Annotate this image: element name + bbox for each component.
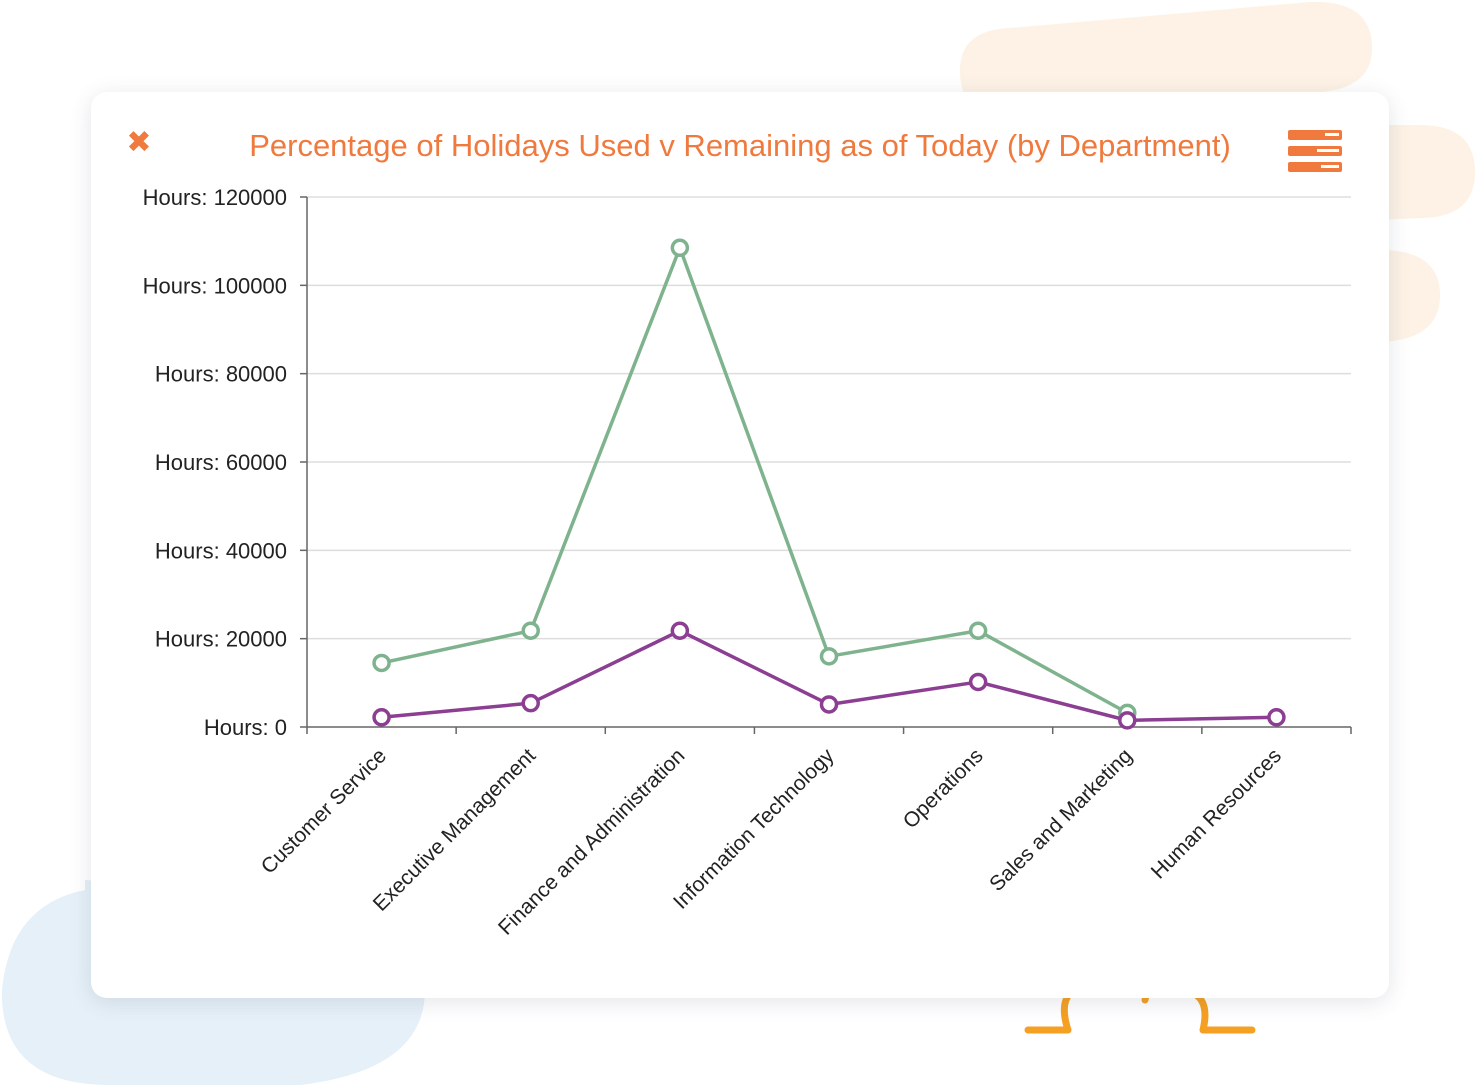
gridlines — [307, 196, 1351, 640]
y-tick-label: Hours: 100000 — [143, 273, 287, 298]
data-point[interactable] — [968, 672, 988, 692]
y-tick-label: Hours: 120000 — [143, 185, 287, 210]
menu-icon[interactable] — [1287, 128, 1343, 174]
data-point[interactable] — [1118, 711, 1137, 730]
data-series — [372, 238, 1286, 730]
series-2 — [372, 621, 1286, 730]
x-category-label: Executive Management — [369, 744, 541, 916]
y-tick-label: Hours: 60000 — [155, 450, 287, 475]
x-category-label: Human Resources — [1147, 744, 1286, 883]
data-point[interactable] — [521, 621, 540, 640]
chart-title: Percentage of Holidays Used v Remaining … — [249, 128, 1231, 163]
data-point[interactable] — [819, 695, 839, 714]
data-point[interactable] — [819, 647, 839, 666]
y-tick-label: Hours: 40000 — [155, 538, 287, 563]
data-point[interactable] — [1267, 708, 1286, 727]
close-icon[interactable]: ✖ — [126, 125, 152, 160]
data-point[interactable] — [372, 708, 391, 727]
y-tick-label: Hours: 0 — [204, 715, 287, 740]
x-category-label: Sales and Marketing — [985, 744, 1137, 896]
x-category-label: Operations — [899, 744, 988, 833]
data-point[interactable] — [670, 238, 690, 258]
data-point[interactable] — [521, 693, 540, 713]
data-point[interactable] — [670, 621, 690, 640]
data-point[interactable] — [968, 621, 988, 640]
x-category-label: Customer Service — [257, 744, 391, 878]
axes — [300, 196, 1352, 734]
x-category-label: Information Technology — [669, 744, 839, 914]
y-tick-label: Hours: 20000 — [155, 627, 287, 652]
series-1 — [372, 238, 1137, 723]
data-point[interactable] — [372, 653, 391, 673]
y-tick-label: Hours: 80000 — [155, 362, 287, 387]
y-axis-tick-labels: Hours: 0 Hours: 20000 Hours: 40000 Hours: 6… — [143, 185, 287, 740]
series-line — [381, 246, 1129, 715]
